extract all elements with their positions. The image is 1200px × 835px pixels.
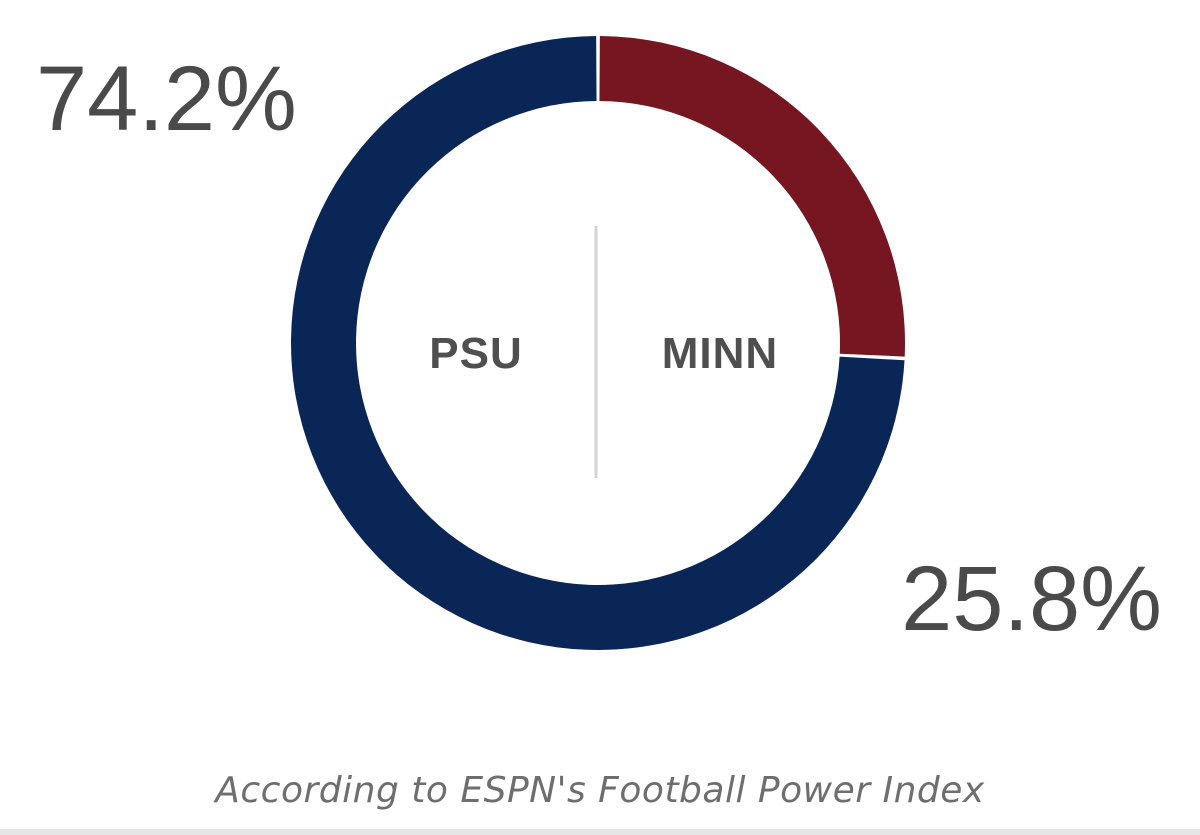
donut-slices — [290, 36, 905, 650]
donut-slice-minn — [599, 36, 905, 357]
psu-team-label: PSU — [429, 329, 522, 378]
minn-percent-label: 25.8% — [901, 548, 1162, 650]
minn-team-label: MINN — [662, 329, 778, 378]
bottom-divider — [0, 829, 1200, 835]
psu-percent-label: 74.2% — [36, 48, 297, 150]
source-footnote: According to ESPN's Football Power Index — [215, 770, 985, 811]
